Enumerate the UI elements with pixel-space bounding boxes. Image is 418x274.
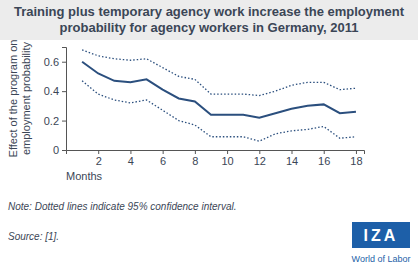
tick-mark [62,62,66,63]
title: Training plus temporary agency work incr… [14,4,405,35]
ci-line [82,50,356,96]
estimate-line [82,62,356,118]
tick-mark [62,91,66,92]
tick-mark [62,150,66,151]
tick-mark [356,150,357,154]
tick: 0 [53,144,66,156]
tick-mark [62,121,66,122]
tick-label: 0.4 [44,85,59,97]
tick: 8 [192,150,198,167]
tick-mark [227,150,228,154]
tick: 10 [221,150,233,167]
tick-label: 12 [254,155,266,167]
axis-line [62,48,67,151]
tick-label: 0 [53,144,59,156]
x-axis: 2 4 6 8 10 12 14 16 18 [67,150,365,167]
tick-mark [163,150,164,154]
tick: 12 [254,150,266,167]
lines [82,50,356,141]
tick: 16 [318,150,330,167]
tick-mark [130,150,131,154]
tick-label: 4 [128,155,134,167]
y-axis-title: Effect of the program onemployment proba… [7,40,32,158]
axis-line [67,151,365,155]
x-axis-title: Months [66,170,103,182]
tick-mark [195,150,196,154]
logo: IZA World of Labor [352,222,411,264]
tick-label: 10 [221,155,233,167]
tick: 14 [286,150,298,167]
tick-label: 0.2 [44,115,59,127]
tick-label: 6 [160,155,166,167]
tick-label: 0.6 [44,56,59,68]
tick-mark [324,150,325,154]
tick-mark [259,150,260,154]
tick-label: 8 [192,155,198,167]
logo-text: IZA [364,227,399,244]
title-background [0,0,418,40]
tick-mark [292,150,293,154]
tick: 18 [350,150,362,167]
y-axis: 0 0.2 0.4 0.6 [44,48,67,157]
tick: 0.6 [44,56,66,68]
tick-label: 16 [318,155,330,167]
tick-label: 2 [96,155,102,167]
note: Note: Dotted lines indicate 95% confiden… [8,201,236,212]
logo-subtext: World of Labor [352,254,411,264]
tick: 0.2 [44,115,66,127]
chart: Training plus temporary agency work incr… [0,0,418,274]
tick: 6 [160,150,166,167]
tick-mark [98,150,99,154]
tick: 0.4 [44,85,66,97]
ci-line [82,81,356,141]
source: Source: [1]. [8,231,59,242]
tick-label: 14 [286,155,298,167]
tick-label: 18 [350,155,362,167]
tick: 4 [128,150,134,167]
logo-box [352,222,410,248]
tick: 2 [96,150,102,167]
